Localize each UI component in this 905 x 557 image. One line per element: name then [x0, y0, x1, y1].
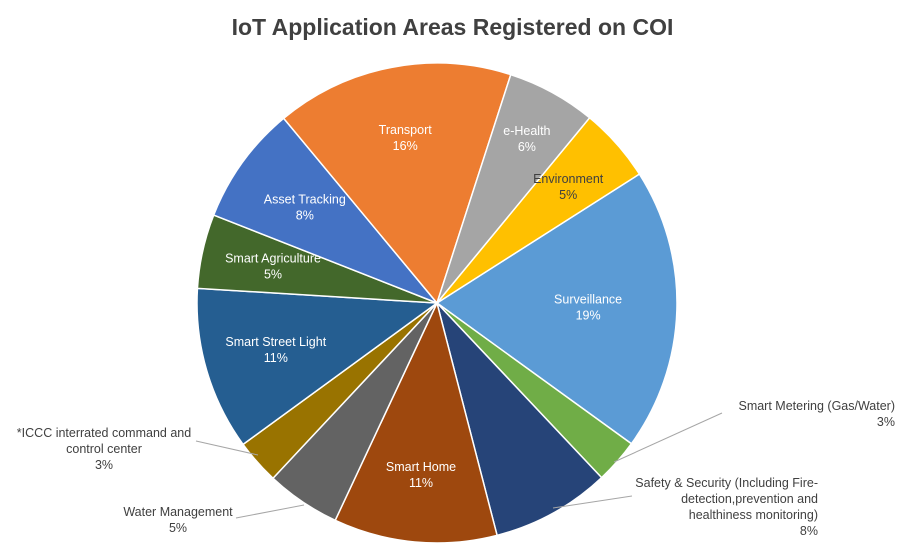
slice-percent: 19%: [576, 309, 601, 323]
slice-label-text: Smart Home: [386, 460, 456, 474]
leader-line: [613, 412, 723, 463]
slice-percent: 3%: [95, 458, 113, 472]
slice-percent: 3%: [877, 415, 895, 429]
slice-percent: 5%: [559, 188, 577, 202]
slice-label-asset-tracking: Asset Tracking 8%: [264, 192, 346, 222]
slice-label-text: *ICCC interrated command and: [17, 426, 191, 440]
chart-title: IoT Application Areas Registered on COI: [231, 14, 674, 40]
slice-percent: 16%: [393, 139, 418, 153]
slice-label-text: Water Management: [123, 505, 233, 519]
slice-label-text: detection,prevention and: [681, 492, 818, 506]
pie-slice-smart-street-light: [196, 287, 440, 446]
pie-slice-environment: [436, 116, 641, 304]
slice-percent: 11%: [264, 351, 288, 365]
slice-label-text: control center: [66, 442, 142, 456]
slice-label-text: Asset Tracking: [264, 192, 346, 206]
pie-slice-transport: [282, 62, 512, 305]
slice-label-smart-agriculture: Smart Agriculture 5%: [225, 252, 321, 282]
pie-slice-surveillance: [435, 173, 678, 445]
slice-label-e-health: e-Health 6%: [503, 124, 550, 154]
slice-label-iccc-interrated-command-and-control-center: *ICCC interrated command and control cent…: [17, 426, 191, 472]
leader-line: [235, 504, 305, 519]
pie-slice-smart-home: [334, 300, 499, 544]
slice-label-text: Environment: [533, 172, 604, 186]
slice-percent: 8%: [800, 524, 818, 538]
slice-label-surveillance: Surveillance 19%: [554, 293, 622, 323]
slice-label-smart-metering-gas-water: Smart Metering (Gas/Water) 3%: [738, 399, 895, 429]
slice-percent: 11%: [409, 476, 433, 490]
pie-slice-asset-tracking: [212, 117, 438, 304]
slice-percent: 5%: [169, 521, 187, 535]
slice-label-smart-home: Smart Home 11%: [386, 460, 456, 490]
slice-label-text: Smart Agriculture: [225, 252, 321, 266]
slice-percent: 6%: [518, 140, 536, 154]
slice-label-text: Surveillance: [554, 293, 622, 307]
slice-label-water-management: Water Management 5%: [123, 505, 233, 535]
pie-slice-safety-security-including-fire-detection-prevention-and-healthiness-monitoring: [436, 302, 603, 537]
slice-label-safety-security-including-fire-detection-prevention-and-healthiness-monitoring: Safety & Security (Including Fire-detect…: [635, 476, 818, 538]
slice-label-text: Safety & Security (Including Fire-: [635, 476, 818, 490]
slice-label-smart-street-light: Smart Street Light 11%: [225, 335, 326, 365]
slice-label-text: Smart Metering (Gas/Water): [738, 399, 895, 413]
slice-label-text: Transport: [379, 123, 433, 137]
slice-percent: 5%: [264, 268, 282, 282]
slice-percent: 8%: [296, 208, 314, 222]
slice-label-text: e-Health: [503, 124, 550, 138]
slice-label-text: healthiness monitoring): [689, 508, 818, 522]
slice-label-environment: Environment 5%: [533, 172, 604, 202]
leader-line: [552, 495, 633, 509]
slice-label-text: Smart Street Light: [225, 335, 326, 349]
leader-line: [195, 440, 259, 456]
slice-label-transport: Transport 16%: [379, 123, 433, 153]
